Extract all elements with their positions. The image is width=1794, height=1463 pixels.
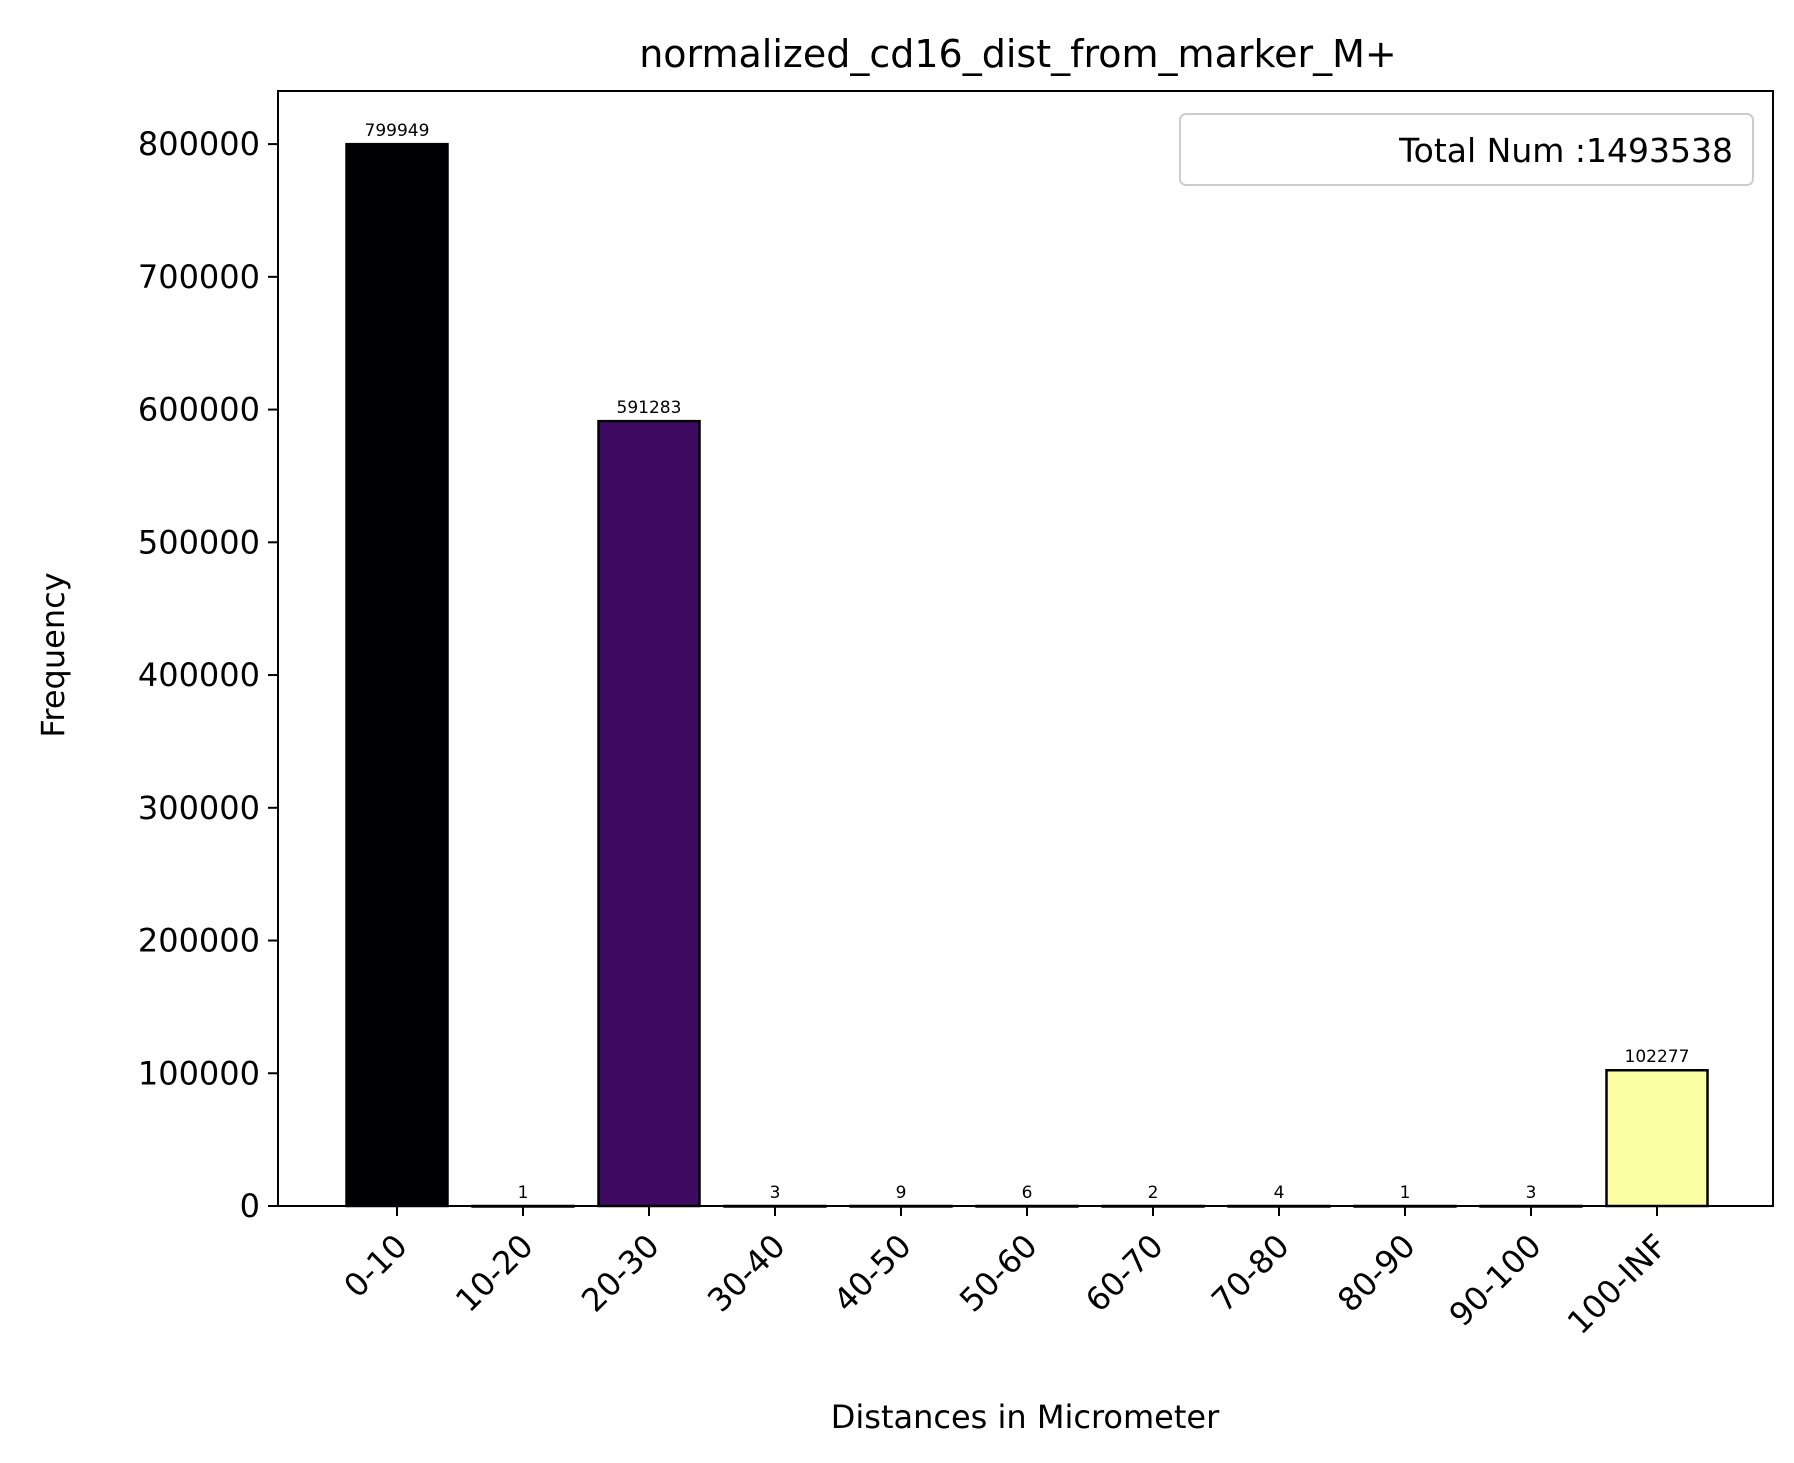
x-tick-label-50-60: 50-60: [952, 1227, 1045, 1320]
plot-frame: [277, 90, 1774, 1207]
bar-100-INF: [1605, 1068, 1709, 1208]
bar-value-label-20-30: 591283: [617, 398, 682, 418]
x-tick-label-70-80: 70-80: [1204, 1227, 1297, 1320]
x-tick-label-80-90: 80-90: [1330, 1227, 1423, 1320]
y-tick-label-500000: 500000: [138, 523, 260, 561]
x-tick-label-40-50: 40-50: [826, 1227, 919, 1320]
x-tick-label-20-30: 20-30: [574, 1227, 667, 1320]
x-axis-label: Distances in Micrometer: [831, 1398, 1220, 1436]
x-tick-label-60-70: 60-70: [1078, 1227, 1171, 1320]
bar-0-10: [345, 142, 449, 1208]
bar-value-label-0-10: 799949: [365, 121, 430, 141]
y-axis: 0 100000 200000 300000 400000 500000 600000 700…: [138, 125, 278, 1225]
y-tick-label-300000: 300000: [138, 789, 260, 827]
y-tick-label-100000: 100000: [138, 1054, 260, 1092]
legend-box: [1179, 113, 1754, 186]
y-tick-label-800000: 800000: [138, 125, 260, 163]
bar-value-label-90-100: 3: [1526, 1183, 1537, 1203]
y-tick-label-600000: 600000: [138, 391, 260, 429]
bars-group: [345, 142, 1709, 1208]
y-axis-label: Frequency: [34, 572, 72, 737]
x-tick-label-100-INF: 100-INF: [1560, 1227, 1675, 1342]
x-axis: 0-10 10-20 20-30 30-40 40-50 50-60 60-70 70-80 8…: [336, 1206, 1675, 1342]
bar-value-label-60-70: 2: [1148, 1183, 1159, 1203]
x-tick-label-0-10: 0-10: [336, 1227, 414, 1305]
bar-value-label-30-40: 3: [770, 1183, 781, 1203]
bar-value-label-50-60: 6: [1022, 1183, 1033, 1203]
x-tick-label-30-40: 30-40: [700, 1227, 793, 1320]
bar-value-label-80-90: 1: [1400, 1183, 1411, 1203]
bar-labels-group: 799949 1 591283 3 9 6 2 4 1 3 102277: [365, 121, 1690, 1203]
y-tick-label-700000: 700000: [138, 258, 260, 296]
y-tick-label-0: 0: [240, 1187, 260, 1225]
chart-title: normalized_cd16_dist_from_marker_M+: [639, 32, 1397, 76]
bar-value-label-100-INF: 102277: [1625, 1047, 1690, 1067]
bar-20-30: [597, 419, 701, 1208]
x-tick-label-90-100: 90-100: [1442, 1227, 1549, 1334]
x-tick-label-10-20: 10-20: [448, 1227, 541, 1320]
bar-value-label-70-80: 4: [1274, 1183, 1285, 1203]
bar-value-label-40-50: 9: [896, 1183, 907, 1203]
y-tick-label-400000: 400000: [138, 656, 260, 694]
y-tick-label-200000: 200000: [138, 922, 260, 960]
legend-total-num: Total Num :1493538: [1398, 131, 1733, 170]
legend: Total Num :1493538: [1179, 113, 1754, 186]
bar-value-label-10-20: 1: [518, 1183, 529, 1203]
